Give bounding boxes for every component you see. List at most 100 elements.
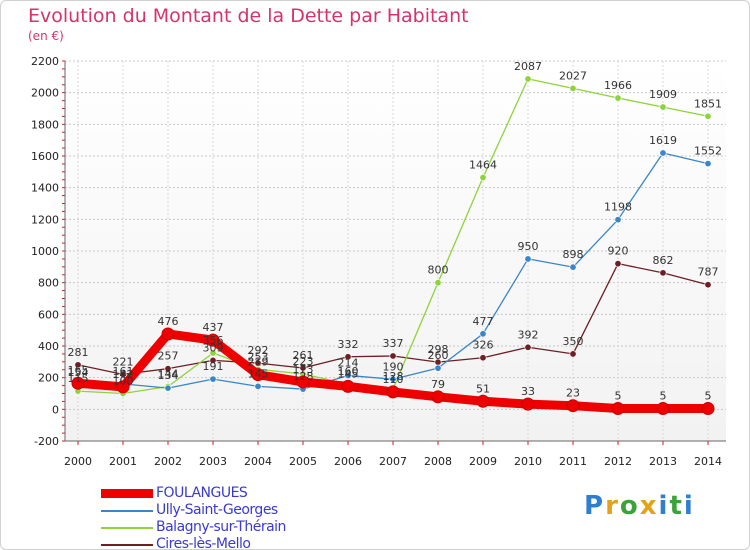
y-tick-label: 1600 — [31, 150, 59, 163]
proxiti-logo: Proxiti — [584, 491, 695, 521]
data-label-balagny-sur-therain: 144 — [158, 368, 179, 381]
data-label-balagny-sur-therain: 115 — [68, 372, 89, 385]
x-tick-label: 2009 — [469, 455, 497, 468]
x-tick-label: 2012 — [604, 455, 632, 468]
x-tick-label: 2008 — [424, 455, 452, 468]
logo-letter: i — [683, 491, 695, 521]
x-tick-label: 2001 — [109, 455, 137, 468]
y-tick-label: 800 — [38, 277, 59, 290]
data-label-ully-saint-georges: 1198 — [604, 201, 632, 214]
data-label-balagny-sur-therain: 1851 — [694, 97, 722, 110]
data-point-foulangues — [251, 368, 265, 382]
data-label-ully-saint-georges: 161 — [113, 365, 134, 378]
data-label-ully-saint-georges: 145 — [248, 367, 269, 380]
data-point-balagny-sur-therain — [569, 84, 577, 92]
data-point-foulangues — [611, 402, 625, 416]
x-tick-label: 2014 — [694, 455, 722, 468]
data-label-ully-saint-georges: 950 — [518, 240, 539, 253]
data-label-ully-saint-georges: 128 — [293, 370, 314, 383]
data-point-balagny-sur-therain — [479, 174, 487, 182]
data-point-foulangues — [566, 399, 580, 413]
data-point-foulangues — [206, 333, 220, 347]
data-label-balagny-sur-therain: 2027 — [559, 69, 587, 82]
data-label-foulangues: 5 — [615, 390, 622, 403]
data-label-cires-les-mello: 257 — [158, 350, 179, 363]
data-label-cires-les-mello: 392 — [518, 328, 539, 341]
data-point-foulangues — [656, 402, 670, 416]
data-point-foulangues — [386, 385, 400, 399]
data-label-ully-saint-georges: 190 — [383, 360, 404, 373]
data-label-ully-saint-georges: 154 — [68, 366, 89, 379]
data-point-cires-les-mello — [389, 352, 397, 360]
x-tick-label: 2011 — [559, 455, 587, 468]
data-label-foulangues: 145 — [338, 367, 359, 380]
y-tick-label: 1000 — [31, 245, 59, 258]
legend-label-balagny-sur-therain: Balagny-sur-Thérain — [156, 519, 286, 535]
data-label-balagny-sur-therain: 160 — [338, 365, 359, 378]
data-label-foulangues: 51 — [476, 382, 490, 395]
data-label-foulangues: 219 — [248, 356, 269, 369]
data-label-foulangues: 33 — [521, 385, 535, 398]
data-label-cires-les-mello: 350 — [563, 335, 584, 348]
data-label-balagny-sur-therain: 1909 — [649, 88, 677, 101]
data-point-cires-les-mello — [164, 365, 172, 373]
logo-letter: i — [658, 491, 670, 521]
data-point-balagny-sur-therain — [704, 112, 712, 120]
data-label-cires-les-mello: 862 — [653, 254, 674, 267]
logo-letter: x — [639, 491, 659, 521]
data-label-balagny-sur-therain: 223 — [293, 355, 314, 368]
logo-letter: o — [619, 491, 640, 521]
data-label-foulangues: 476 — [158, 315, 179, 328]
data-point-ully-saint-georges — [209, 375, 217, 383]
data-point-foulangues — [701, 402, 715, 416]
data-point-foulangues — [431, 390, 445, 404]
legend-swatch-cires-les-mello — [101, 544, 153, 546]
data-label-foulangues: 142 — [113, 368, 134, 381]
y-tick-label: 600 — [38, 308, 59, 321]
data-point-ully-saint-georges — [389, 375, 397, 383]
data-point-ully-saint-georges — [704, 160, 712, 168]
logo-letter: r — [605, 491, 620, 521]
data-label-balagny-sur-therain: 253 — [248, 350, 269, 363]
data-point-foulangues — [341, 379, 355, 393]
data-label-ully-saint-georges: 214 — [338, 356, 359, 369]
data-point-balagny-sur-therain — [614, 94, 622, 102]
data-point-cires-les-mello — [74, 361, 82, 369]
legend-swatch-ully-saint-georges — [101, 510, 153, 512]
legend-label-foulangues: FOULANGUES — [156, 485, 248, 501]
logo-letter: t — [669, 491, 684, 521]
data-point-foulangues — [476, 394, 490, 408]
data-point-cires-les-mello — [524, 343, 532, 351]
data-label-ully-saint-georges: 477 — [473, 315, 494, 328]
y-tick-label: 400 — [38, 340, 59, 353]
data-point-foulangues — [161, 327, 175, 341]
data-point-balagny-sur-therain — [524, 75, 532, 83]
chart-unit: (en €) — [28, 29, 64, 43]
x-tick-label: 2005 — [289, 455, 317, 468]
legend-swatch-foulangues — [101, 489, 153, 498]
data-point-balagny-sur-therain — [209, 349, 217, 357]
data-point-ully-saint-georges — [614, 216, 622, 224]
x-tick-label: 2006 — [334, 455, 362, 468]
data-label-balagny-sur-therain: 128 — [383, 370, 404, 383]
data-point-cires-les-mello — [119, 370, 127, 378]
data-label-ully-saint-georges: 1552 — [694, 145, 722, 158]
data-point-foulangues — [521, 397, 535, 411]
data-label-ully-saint-georges: 191 — [203, 360, 224, 373]
data-label-cires-les-mello: 221 — [113, 355, 134, 368]
data-label-ully-saint-georges: 1619 — [649, 134, 677, 147]
data-point-ully-saint-georges — [569, 263, 577, 271]
data-point-ully-saint-georges — [659, 149, 667, 157]
data-label-balagny-sur-therain: 2087 — [514, 60, 542, 73]
x-tick-label: 2010 — [514, 455, 542, 468]
y-tick-label: -200 — [34, 435, 59, 448]
data-point-ully-saint-georges — [524, 255, 532, 263]
data-point-ully-saint-georges — [164, 384, 172, 392]
data-point-foulangues — [71, 376, 85, 390]
data-label-cires-les-mello: 332 — [338, 338, 359, 351]
y-tick-label: 1400 — [31, 182, 59, 195]
data-label-foulangues: 173 — [293, 363, 314, 376]
data-point-ully-saint-georges — [254, 382, 262, 390]
